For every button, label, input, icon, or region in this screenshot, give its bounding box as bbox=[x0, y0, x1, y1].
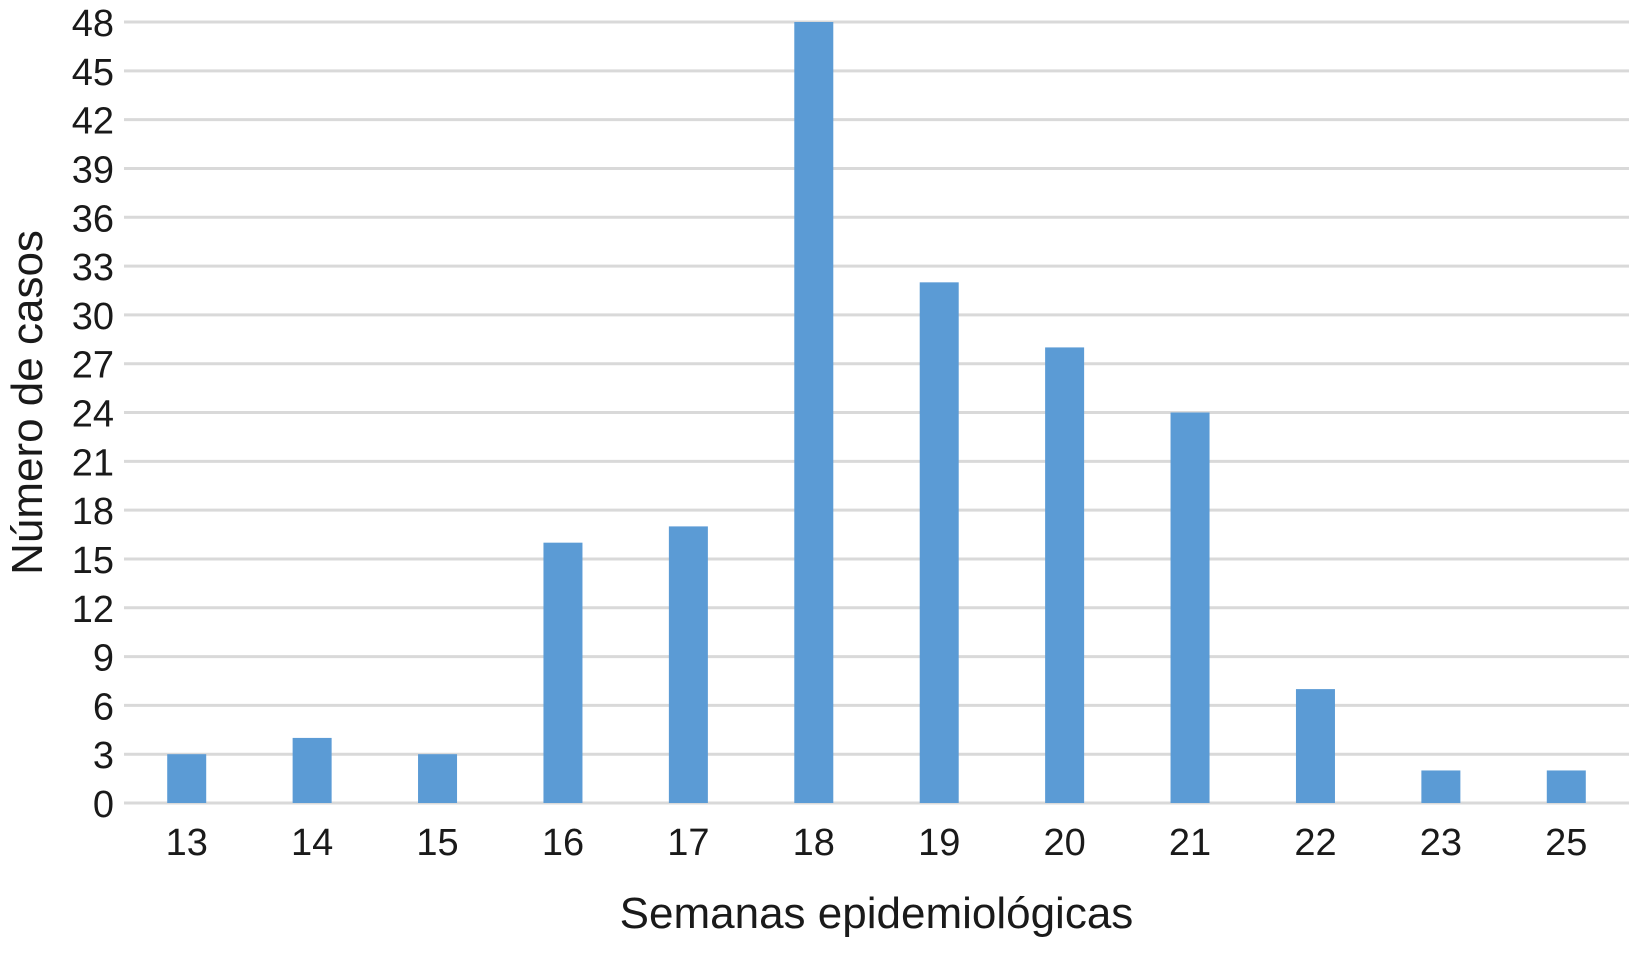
y-tick-label: 21 bbox=[72, 442, 114, 484]
bar-week-15 bbox=[418, 754, 458, 803]
x-tick-label: 25 bbox=[1545, 822, 1587, 864]
y-tick-label: 45 bbox=[72, 52, 114, 94]
x-tick-label: 16 bbox=[542, 822, 584, 864]
y-tick-label: 33 bbox=[72, 247, 114, 289]
bar-week-17 bbox=[668, 526, 708, 803]
bar-week-13 bbox=[167, 754, 207, 803]
y-tick-label: 9 bbox=[93, 638, 114, 680]
x-tick-label: 14 bbox=[291, 822, 333, 864]
y-tick-label: 27 bbox=[72, 345, 114, 387]
bars bbox=[167, 22, 1586, 803]
bar-week-23 bbox=[1421, 770, 1461, 803]
y-tick-label: 24 bbox=[72, 394, 114, 436]
y-axis-title: Número de casos bbox=[3, 230, 52, 575]
y-tick-label: 42 bbox=[72, 101, 114, 143]
gridlines bbox=[124, 20, 1629, 805]
bar-week-19 bbox=[919, 282, 959, 803]
bar-week-14 bbox=[292, 737, 332, 803]
y-tick-label: 18 bbox=[72, 491, 114, 533]
y-tick-label: 15 bbox=[72, 540, 114, 582]
x-tick-labels: 13 14 15 16 17 18 19 20 21 22 23 25 bbox=[166, 822, 1588, 864]
x-tick-label: 17 bbox=[667, 822, 709, 864]
x-tick-label: 22 bbox=[1294, 822, 1336, 864]
x-axis-title: Semanas epidemiológicas bbox=[620, 889, 1134, 938]
x-tick-label: 19 bbox=[918, 822, 960, 864]
bar-week-22 bbox=[1295, 689, 1335, 803]
y-tick-label: 6 bbox=[93, 686, 114, 728]
y-tick-label: 39 bbox=[72, 149, 114, 191]
y-tick-label: 48 bbox=[72, 3, 114, 45]
bar-week-20 bbox=[1045, 347, 1085, 803]
x-tick-label: 23 bbox=[1420, 822, 1462, 864]
y-tick-label: 3 bbox=[93, 735, 114, 777]
bar-week-18 bbox=[794, 22, 834, 803]
bar-week-25 bbox=[1546, 770, 1586, 803]
y-tick-label: 12 bbox=[72, 589, 114, 631]
x-tick-label: 18 bbox=[793, 822, 835, 864]
y-tick-label: 30 bbox=[72, 296, 114, 338]
y-tick-label: 0 bbox=[93, 784, 114, 826]
x-tick-label: 15 bbox=[416, 822, 458, 864]
bar-week-21 bbox=[1170, 412, 1210, 803]
x-tick-label: 21 bbox=[1169, 822, 1211, 864]
x-tick-label: 20 bbox=[1043, 822, 1085, 864]
y-tick-label: 36 bbox=[72, 198, 114, 240]
bar-week-16 bbox=[543, 542, 583, 803]
x-tick-label: 13 bbox=[166, 822, 208, 864]
